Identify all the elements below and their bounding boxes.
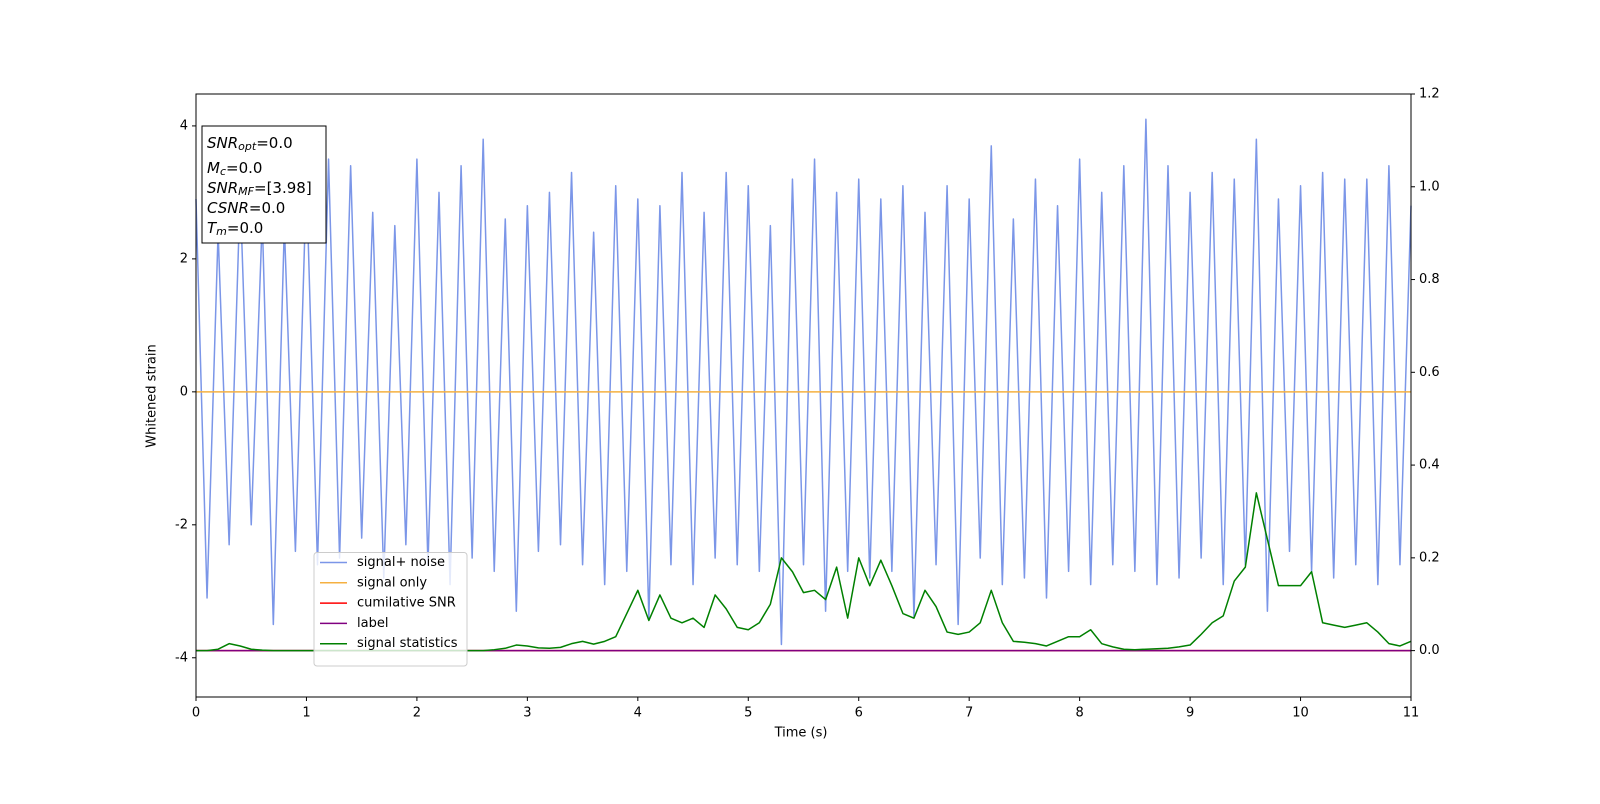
stats-value: =[3.98] [254, 179, 312, 197]
y-tick-label: 4 [180, 118, 188, 133]
x-axis-label: Time (s) [774, 726, 828, 741]
x-tick-label: 3 [523, 706, 531, 721]
x-tick-label: 2 [413, 706, 421, 721]
axes-frame [195, 93, 1412, 698]
x-tick-label: 1 [302, 706, 310, 721]
stats-value: =0.0 [256, 134, 292, 152]
stats-value: =0.0 [249, 199, 285, 217]
stats-value: =0.0 [227, 219, 263, 237]
stats-entry: Tm=0.0 [207, 219, 263, 239]
stats-value: =0.0 [226, 159, 262, 177]
y2-tick-label: 0.0 [1419, 643, 1440, 658]
stats-entry: CSNR=0.0 [207, 199, 285, 217]
x-tick-label: 10 [1292, 706, 1309, 721]
stats-box: SNRopt=0.0Mc=0.0SNRMF=[3.98]CSNR=0.0Tm=0… [201, 125, 327, 244]
stats-box-frame [201, 125, 327, 244]
x-tick-label: 0 [192, 706, 200, 721]
x-tick-label: 9 [1186, 706, 1194, 721]
y-tick-label: 2 [180, 251, 188, 266]
legend-label: cumilative SNR [357, 596, 456, 611]
legend-label: signal statistics [357, 636, 458, 651]
x-tick-label: 6 [855, 706, 863, 721]
y-axis-label: Whitened strain [145, 344, 160, 447]
legend: signal+ noise signal only cumilative SNR la… [313, 552, 468, 667]
stats-name: T [207, 219, 218, 237]
legend-label: signal only [357, 575, 427, 590]
y-tick-label: 0 [180, 384, 188, 399]
x-tick-label: 5 [744, 706, 752, 721]
legend-frame [313, 552, 468, 667]
stats-subscript: c [220, 165, 226, 178]
stats-entry: Mc=0.0 [207, 159, 262, 179]
x-tick-label: 7 [965, 706, 973, 721]
stats-name: SNR [207, 179, 238, 197]
x-tick-label: 11 [1403, 706, 1420, 721]
legend-label: signal+ noise [357, 555, 445, 570]
y2-tick-label: 1.2 [1419, 87, 1440, 102]
y2-tick-label: 0.8 [1419, 272, 1440, 287]
stats-entry: SNRopt=0.0 [207, 134, 293, 154]
x-tick-label: 4 [634, 706, 642, 721]
stats-name: M [207, 159, 220, 177]
stats-subscript: opt [238, 140, 257, 153]
stats-subscript: m [216, 225, 227, 238]
y2-tick-label: 1.0 [1419, 179, 1440, 194]
legend-label: label [357, 616, 388, 631]
stats-subscript: MF [238, 185, 254, 198]
y-tick-label: -4 [175, 650, 188, 665]
stats-name: CSNR [207, 199, 249, 217]
y-tick-label: -2 [175, 517, 188, 532]
stats-entry: SNRMF=[3.98] [207, 179, 312, 199]
y2-tick-label: 0.2 [1419, 550, 1440, 565]
y2-tick-label: 0.4 [1419, 458, 1440, 473]
series-line [195, 118, 1412, 646]
x-tick-label: 8 [1075, 706, 1083, 721]
y2-tick-label: 0.6 [1419, 365, 1440, 380]
stats-name: SNR [207, 134, 238, 152]
